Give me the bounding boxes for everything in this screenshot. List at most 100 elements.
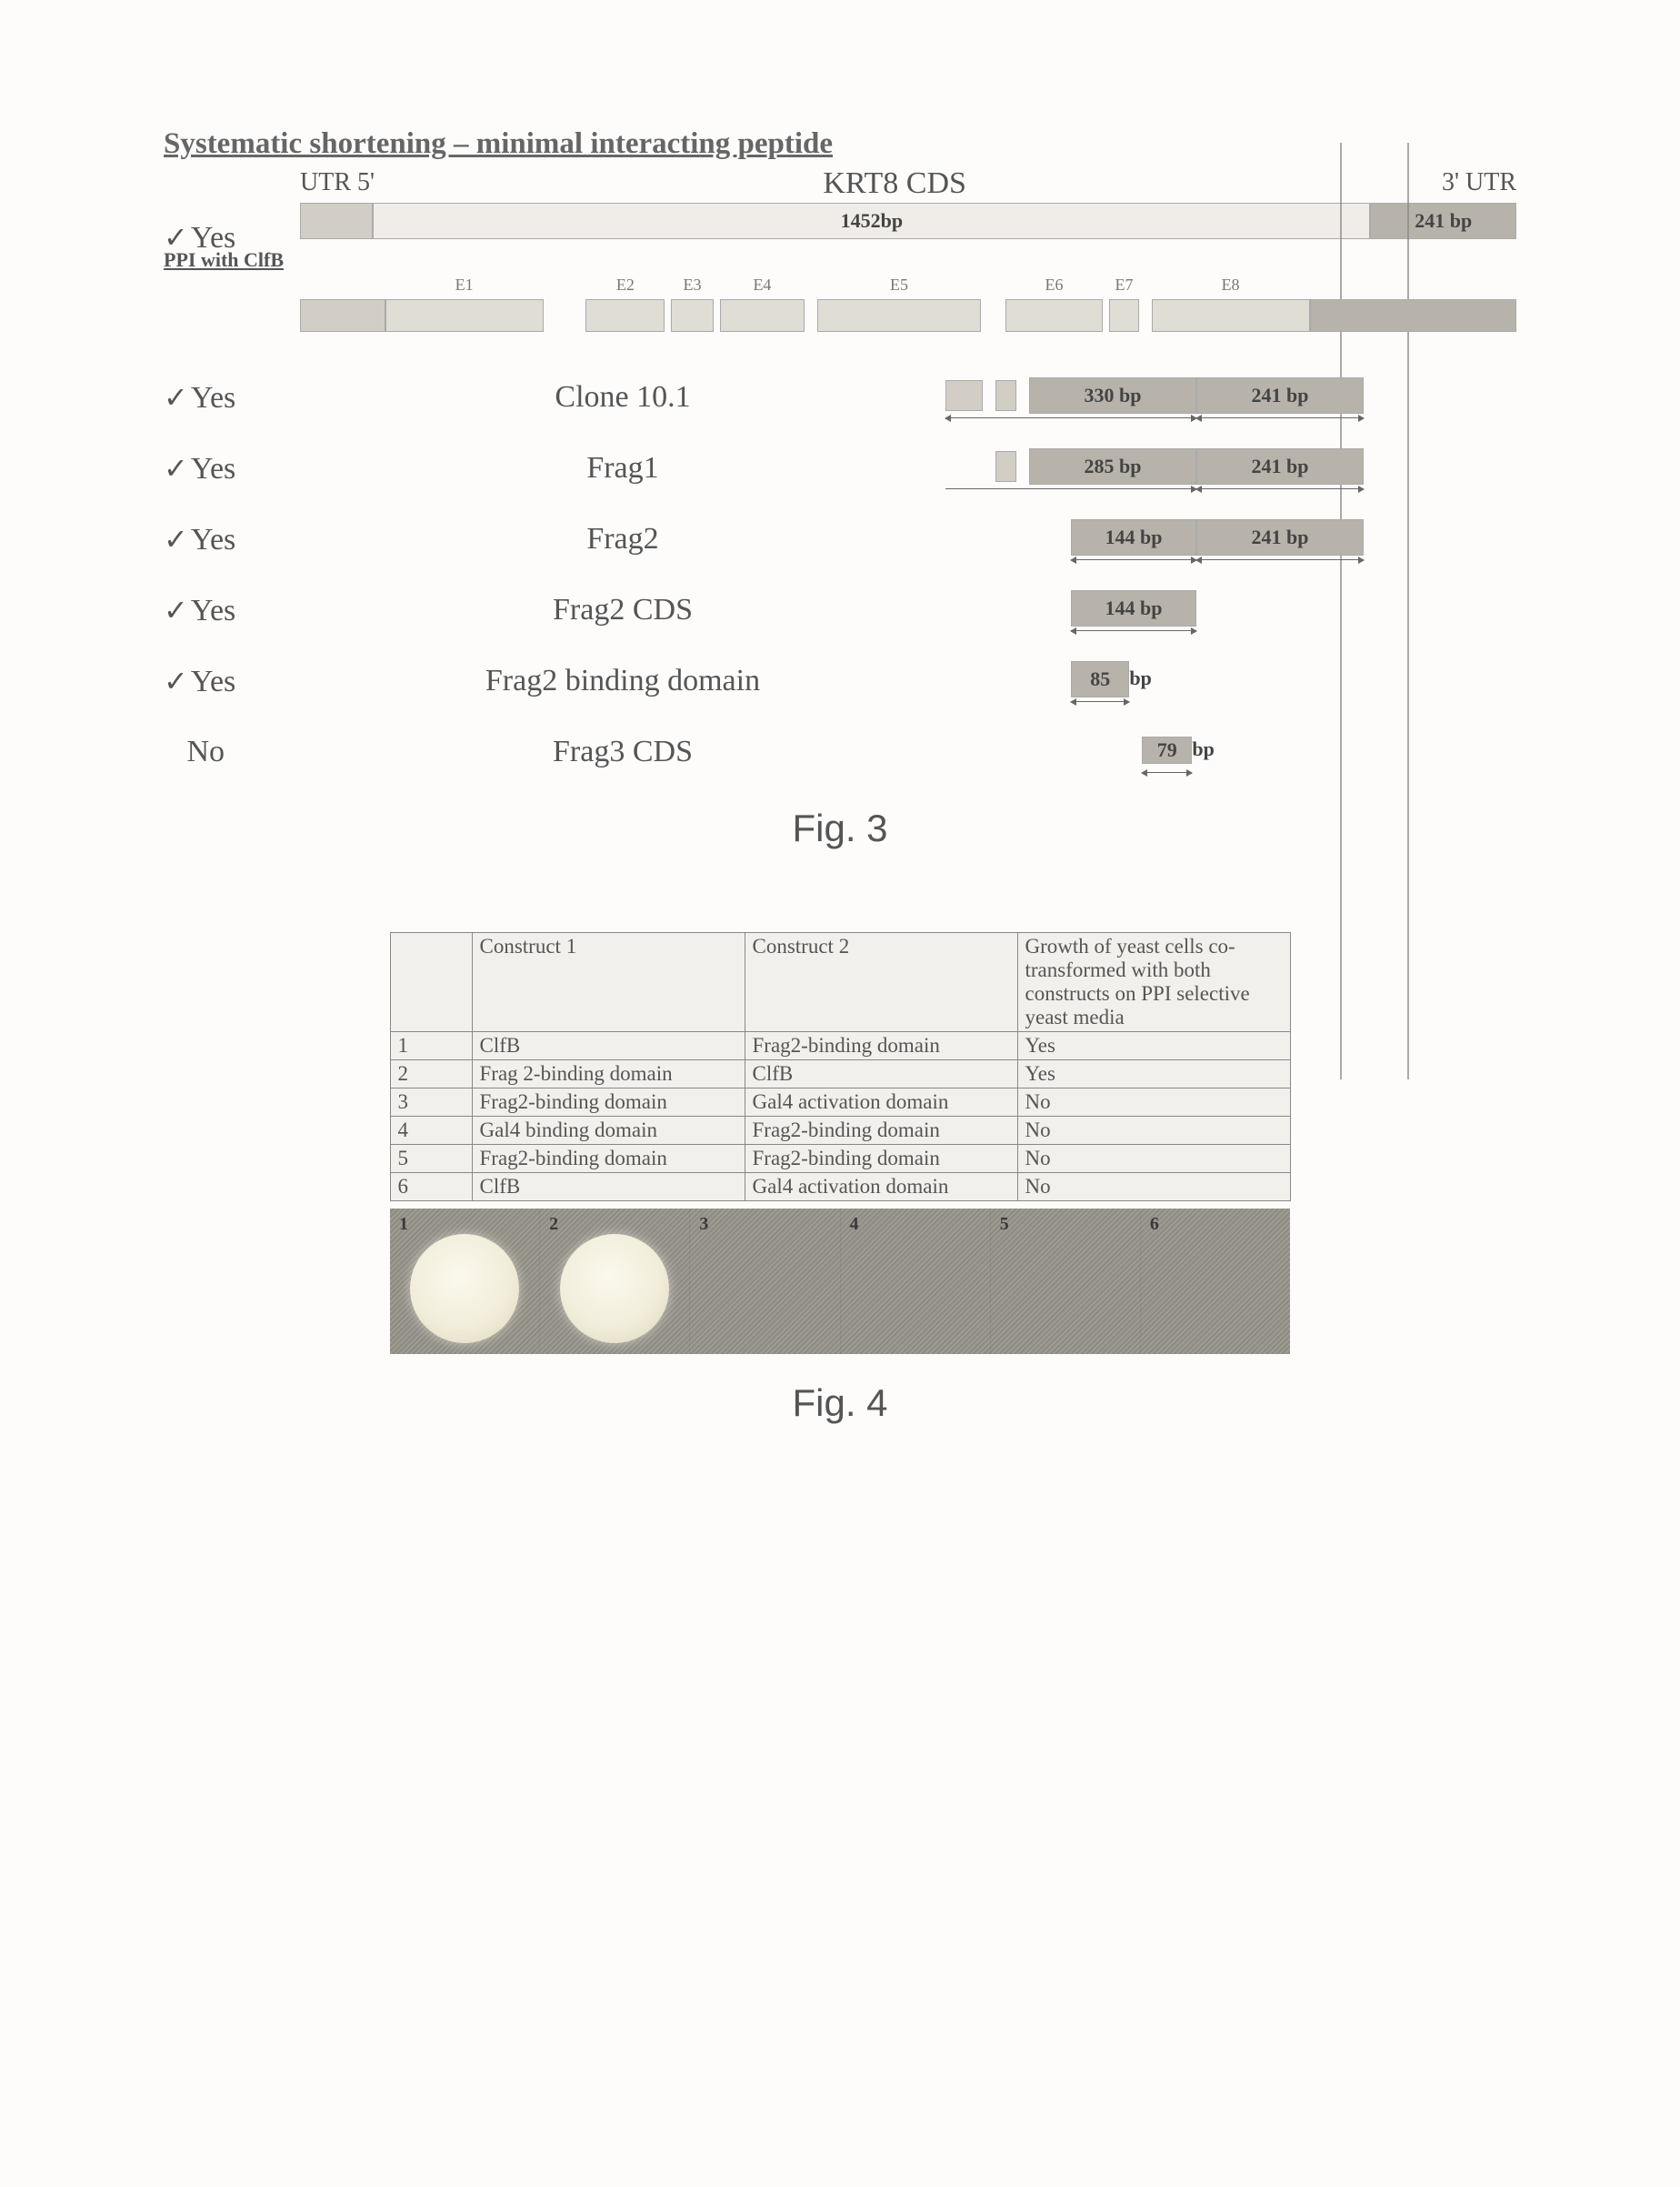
bp-segment xyxy=(995,451,1016,482)
exon-label: E2 xyxy=(616,276,635,295)
plate-cell: 2 xyxy=(540,1209,690,1354)
table-cell: 1 xyxy=(390,1032,472,1060)
table-cell: Gal4 binding domain xyxy=(472,1117,745,1145)
bp-segment: 285 bp xyxy=(1029,448,1196,485)
bp-text: bp xyxy=(1192,737,1214,761)
figure-3: Systematic shortening – minimal interact… xyxy=(164,127,1516,850)
plate-cell: 6 xyxy=(1141,1209,1290,1354)
table-row: 5Frag2-binding domainFrag2-binding domai… xyxy=(390,1145,1290,1173)
exon-seg xyxy=(1005,299,1103,332)
figure-4: Construct 1 Construct 2 Growth of yeast … xyxy=(164,932,1516,1425)
table-cell: Frag2-binding domain xyxy=(745,1145,1017,1173)
bp-segment: 330 bp xyxy=(1029,377,1196,414)
cds-bp: 1452bp xyxy=(841,209,903,233)
col-growth: Growth of yeast cells co-transformed wit… xyxy=(1017,933,1290,1032)
table-cell: Frag2-binding domain xyxy=(745,1032,1017,1060)
exon-seg xyxy=(385,299,544,332)
range-arrow xyxy=(1071,630,1196,631)
plate-cell-number: 5 xyxy=(1000,1214,1009,1235)
exon-label: E1 xyxy=(455,276,474,295)
fig3-header-row: PPI with ClfB UTR 5' 3' UTR KRT8 CDS 145… xyxy=(164,170,1516,270)
table-cell: Yes xyxy=(1017,1032,1290,1060)
bp-segment: 241 bp xyxy=(1196,519,1364,556)
table-cell: ClfB xyxy=(745,1060,1017,1088)
construct-row: ✓YesFrag2 CDS144 bp xyxy=(164,583,1516,637)
construct-label: Frag3 CDS xyxy=(300,735,945,769)
exon-seg xyxy=(720,299,805,332)
yeast-plate-strip: 1 2 34 5 6 xyxy=(390,1209,1290,1354)
utr3-bp: 241 bp xyxy=(1415,209,1472,233)
exon-row: E1E2E3E4E5E6E7E8 xyxy=(164,283,1516,354)
exon-post xyxy=(1310,299,1516,332)
plate-cell-number: 2 xyxy=(549,1214,558,1235)
cds-seg: 1452bp xyxy=(373,203,1370,239)
exon-label: E5 xyxy=(890,276,908,295)
table-cell: No xyxy=(1017,1088,1290,1117)
construct-bar: 330 bp241 bp xyxy=(945,370,1364,425)
fig4-table: Construct 1 Construct 2 Growth of yeast … xyxy=(390,932,1291,1201)
col-c2: Construct 2 xyxy=(745,933,1017,1032)
table-cell: Frag2-binding domain xyxy=(472,1088,745,1117)
table-cell: 2 xyxy=(390,1060,472,1088)
exon-seg xyxy=(1109,299,1139,332)
bp-segment xyxy=(945,380,983,411)
plate-cell: 1 xyxy=(390,1209,540,1354)
krt8-label: KRT8 CDS xyxy=(823,166,966,201)
exon-label: E6 xyxy=(1045,276,1064,295)
construct-row: NoFrag3 CDS79bp xyxy=(164,725,1516,779)
construct-row: ✓YesFrag2 binding domain85bp xyxy=(164,654,1516,708)
table-cell: No xyxy=(1017,1117,1290,1145)
construct-label: Frag1 xyxy=(300,451,945,486)
range-arrow xyxy=(1196,417,1364,418)
plate-cell: 5 xyxy=(991,1209,1141,1354)
ppi-value: ✓Yes xyxy=(164,220,300,256)
table-cell: 6 xyxy=(390,1173,472,1201)
construct-bar: 285 bp241 bp xyxy=(945,441,1364,496)
construct-label: Frag2 binding domain xyxy=(300,664,945,698)
range-arrow xyxy=(1071,559,1196,560)
yeast-colony xyxy=(410,1234,519,1343)
range-arrow xyxy=(945,417,1196,418)
table-cell: ClfB xyxy=(472,1173,745,1201)
ppi-value: ✓Yes xyxy=(164,380,300,416)
fig3-title: Systematic shortening – minimal interact… xyxy=(164,127,1516,161)
exon-seg xyxy=(671,299,714,332)
construct-row: ✓YesFrag2144 bp241 bp xyxy=(164,512,1516,567)
construct-bar: 144 bp241 bp xyxy=(945,512,1364,567)
table-cell: Gal4 activation domain xyxy=(745,1088,1017,1117)
table-row: 4Gal4 binding domainFrag2-binding domain… xyxy=(390,1117,1290,1145)
table-cell: Gal4 activation domain xyxy=(745,1173,1017,1201)
construct-label: Frag2 CDS xyxy=(300,593,945,627)
plate-cell: 3 xyxy=(690,1209,840,1354)
exon-label: E4 xyxy=(753,276,771,295)
bp-segment: 241 bp xyxy=(1196,377,1364,414)
table-header-row: Construct 1 Construct 2 Growth of yeast … xyxy=(390,933,1290,1032)
table-cell: 4 xyxy=(390,1117,472,1145)
exon-seg xyxy=(817,299,982,332)
exon-label: E3 xyxy=(684,276,702,295)
fig4-caption: Fig. 4 xyxy=(164,1381,1516,1425)
exon-pre xyxy=(300,299,385,332)
construct-bar: 85bp xyxy=(945,654,1364,708)
exon-seg xyxy=(585,299,665,332)
plate-cell-number: 1 xyxy=(399,1214,408,1235)
yeast-colony xyxy=(560,1234,669,1343)
range-arrow xyxy=(1196,559,1364,560)
plate-cell-number: 4 xyxy=(850,1214,859,1235)
fig3-caption: Fig. 3 xyxy=(164,807,1516,850)
exon-label: E7 xyxy=(1115,276,1133,295)
bp-segment: 85 xyxy=(1071,661,1129,697)
table-cell: 3 xyxy=(390,1088,472,1117)
table-row: 6ClfBGal4 activation domainNo xyxy=(390,1173,1290,1201)
range-arrow xyxy=(1071,701,1129,702)
ppi-value: ✓Yes xyxy=(164,451,300,487)
range-arrow xyxy=(1196,488,1364,489)
bp-segment: 144 bp xyxy=(1071,519,1196,556)
bp-segment: 241 bp xyxy=(1196,448,1364,485)
table-cell: Frag2-binding domain xyxy=(745,1117,1017,1145)
construct-label: Clone 10.1 xyxy=(300,380,945,415)
table-cell: 5 xyxy=(390,1145,472,1173)
full-length-bar: UTR 5' 3' UTR KRT8 CDS 1452bp 241 bp xyxy=(300,170,1516,270)
construct-bar: 79bp xyxy=(945,725,1364,779)
ppi-value: ✓Yes xyxy=(164,593,300,628)
